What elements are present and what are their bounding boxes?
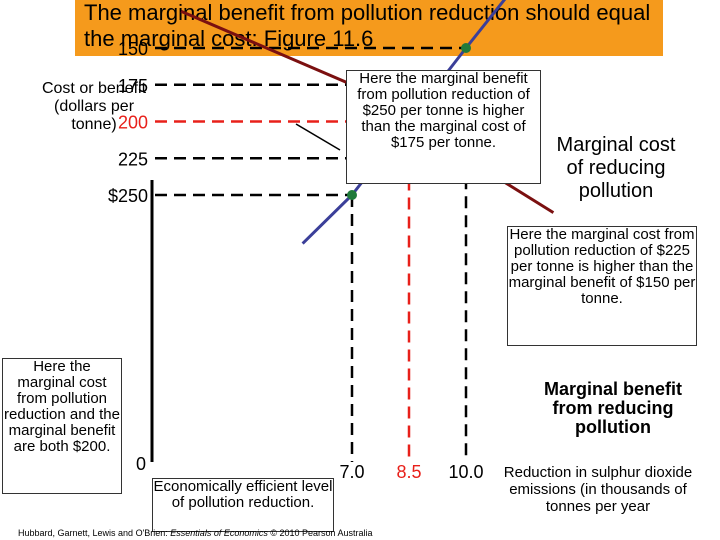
y-tick-label-1: 225 bbox=[118, 149, 148, 169]
y-tick-label-3: 175 bbox=[118, 76, 148, 96]
credit-book: Essentials of Economics bbox=[170, 528, 268, 538]
cost-annotation: Here the marginal cost from pollution re… bbox=[507, 226, 697, 346]
footer-credit: Hubbard, Garnett, Lewis and O'Brien: Ess… bbox=[18, 528, 373, 538]
x-tick-label-1: 8.5 bbox=[396, 462, 421, 482]
x-tick-label-0: 7.0 bbox=[339, 462, 364, 482]
credit-prefix: Hubbard, Garnett, Lewis and O'Brien: bbox=[18, 528, 171, 538]
benefit-annotation: Here the marginal benefit from pollution… bbox=[346, 70, 541, 184]
optimum-annotation: Here the marginal cost from pollution re… bbox=[2, 358, 122, 494]
marginal-cost-curve-label: Marginal cost of reducing pollution bbox=[556, 134, 676, 202]
y-tick-label-4: 150 bbox=[118, 39, 148, 59]
benefit-note-leader bbox=[295, 123, 341, 151]
slide-title: The marginal benefit from pollution redu… bbox=[84, 0, 651, 51]
marginal-benefit-curve-label: Marginal benefit from reducing pollution bbox=[543, 379, 682, 437]
y-tick-label-0: $250 bbox=[108, 186, 148, 206]
origin-label: 0 bbox=[136, 454, 146, 474]
y-axis-label: Cost or benefit (dollars per tonne) bbox=[41, 80, 147, 133]
marked-point-3 bbox=[461, 43, 471, 53]
x-axis-label: Reduction in sulphur dioxide emissions (… bbox=[503, 464, 693, 515]
marked-point-0 bbox=[347, 190, 357, 200]
title-banner bbox=[75, 0, 663, 56]
x-tick-label-2: 10.0 bbox=[448, 462, 483, 482]
credit-suffix: © 2010 Pearson Australia bbox=[267, 528, 373, 538]
efficient-level-annotation: Economically efficient level of pollutio… bbox=[152, 478, 334, 532]
y-tick-label-2: 200 bbox=[118, 113, 148, 133]
